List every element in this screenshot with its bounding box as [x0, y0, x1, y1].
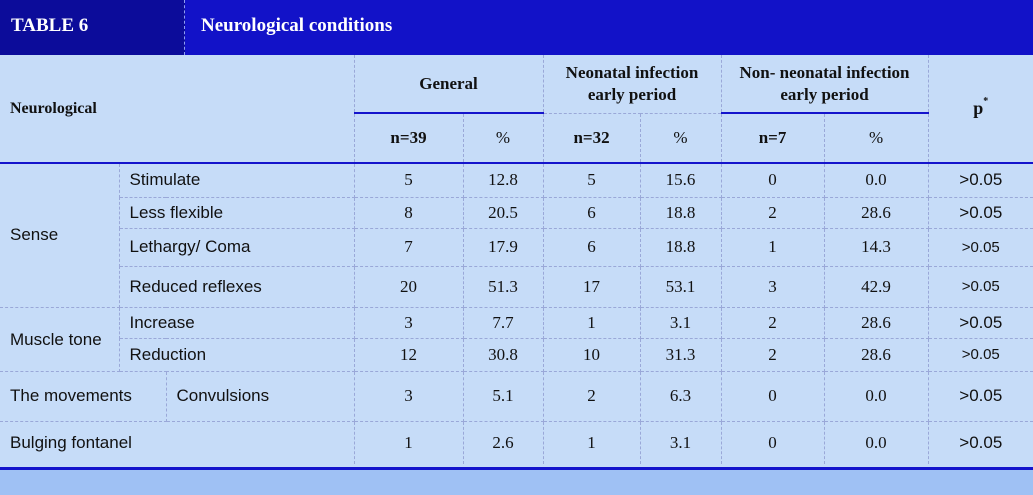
general-n: 12: [354, 338, 464, 372]
neurological-conditions-table: Neurological General Neonatal infection …: [0, 55, 1033, 464]
row-header: Neurological: [0, 55, 355, 164]
neonatal-pct: 53.1: [640, 266, 722, 308]
general-n: 3: [354, 371, 464, 422]
col-header-non-neonatal: Non- neonatal infection early period: [721, 55, 929, 114]
neonatal-pct: 18.8: [640, 228, 722, 267]
table-row: Muscle tone Increase 3 7.7 1 3.1 2 28.6 …: [0, 307, 1033, 372]
general-pct: 12.8: [463, 163, 544, 198]
general-n: 5: [354, 163, 464, 198]
neonatal-n: 2: [543, 371, 641, 422]
table-row: Lethargy/ Coma 7 17.9 6 18.8 1 14.3 >0.0…: [0, 228, 1033, 267]
general-pct: 2.6: [463, 421, 544, 464]
p-value: >0.05: [928, 266, 1033, 308]
neonatal-n: 6: [543, 228, 641, 267]
header-row-1: Neurological General Neonatal infection …: [0, 55, 1033, 164]
table-row: Bulging fontanel 1 2.6 1 3.1 0 0.0 >0.05: [0, 421, 1033, 464]
neonatal-n: 10: [543, 338, 641, 372]
general-pct: 17.9: [463, 228, 544, 267]
general-n: 20: [354, 266, 464, 308]
general-pct: 30.8: [463, 338, 544, 372]
row-label: Less flexible: [119, 197, 355, 229]
row-label: Stimulate: [119, 163, 355, 198]
table-row: Sense Stimulate 5 12.8 5 15.6 0 0.0 >0.0…: [0, 163, 1033, 308]
neonatal-pct: 31.3: [640, 338, 722, 372]
p-value: >0.05: [928, 307, 1033, 339]
table-title: Neurological conditions: [201, 15, 393, 36]
neonatal-pct: 3.1: [640, 421, 722, 464]
neonatal-n: 5: [543, 163, 641, 198]
group-label-fontanel: Bulging fontanel: [0, 421, 355, 464]
non-neonatal-pct: 0.0: [824, 371, 929, 422]
col-header-neonatal-n: n=32: [543, 113, 641, 164]
neonatal-pct: 15.6: [640, 163, 722, 198]
p-value: >0.05: [959, 432, 1003, 452]
col-header-general: General: [354, 55, 544, 114]
non-neonatal-pct: 28.6: [824, 197, 929, 229]
non-neonatal-pct: 0.0: [824, 421, 929, 464]
non-neonatal-n: 1: [721, 228, 825, 267]
neonatal-pct: 3.1: [640, 307, 722, 339]
non-neonatal-pct: 14.3: [824, 228, 929, 267]
col-header-p: p*: [928, 55, 1033, 164]
neonatal-n: 1: [543, 421, 641, 464]
p-value: >0.05: [928, 338, 1033, 372]
non-neonatal-pct: 28.6: [824, 338, 929, 372]
col-header-non-neonatal-n: n=7: [721, 113, 825, 164]
group-label-movements: The movements: [0, 371, 167, 422]
general-n: 3: [354, 307, 464, 339]
neonatal-n: 17: [543, 266, 641, 308]
neonatal-n: 1: [543, 307, 641, 339]
neonatal-pct: 6.3: [640, 371, 722, 422]
general-pct: 51.3: [463, 266, 544, 308]
table-row: Reduction 12 30.8 10 31.3 2 28.6 >0.05: [0, 338, 1033, 372]
general-pct: 20.5: [463, 197, 544, 229]
table-row: Less flexible 8 20.5 6 18.8 2 28.6 >0.05: [0, 197, 1033, 229]
col-header-neonatal: Neonatal infection early period: [543, 55, 722, 114]
neonatal-n: 6: [543, 197, 641, 229]
non-neonatal-n: 2: [721, 338, 825, 372]
p-value: >0.05: [928, 371, 1033, 422]
table-title-bar: TABLE 6 Neurological conditions: [0, 0, 1033, 55]
neonatal-pct: 18.8: [640, 197, 722, 229]
non-neonatal-n: 2: [721, 307, 825, 339]
non-neonatal-n: 2: [721, 197, 825, 229]
row-label: Reduced reflexes: [119, 266, 355, 308]
general-pct: 5.1: [463, 371, 544, 422]
row-label: Increase: [119, 307, 355, 339]
row-label: Lethargy/ Coma: [119, 228, 355, 267]
p-value: >0.05: [928, 197, 1033, 229]
p-superscript: *: [983, 96, 989, 107]
row-label: Convulsions: [166, 371, 355, 422]
row-label: Reduction: [119, 338, 355, 372]
table-label: TABLE 6: [11, 15, 89, 36]
non-neonatal-pct: 28.6: [824, 307, 929, 339]
non-neonatal-n: 0: [721, 421, 825, 464]
non-neonatal-n: 0: [721, 371, 825, 422]
non-neonatal-n: 3: [721, 266, 825, 308]
col-header-general-pct: %: [463, 113, 544, 164]
general-n: 8: [354, 197, 464, 229]
group-label-sense: Sense: [0, 163, 120, 308]
non-neonatal-pct: 0.0: [824, 163, 929, 198]
non-neonatal-pct: 42.9: [824, 266, 929, 308]
non-neonatal-n: 0: [721, 163, 825, 198]
general-pct: 7.7: [463, 307, 544, 339]
col-header-neonatal-pct: %: [640, 113, 722, 164]
col-header-non-neonatal-pct: %: [824, 113, 929, 164]
general-n: 1: [354, 421, 464, 464]
col-header-general-n: n=39: [354, 113, 464, 164]
p-label: p: [973, 98, 984, 118]
p-value: >0.05: [928, 228, 1033, 267]
group-label-muscle-tone: Muscle tone: [0, 307, 120, 372]
header-row-2: n=39 % n=32 % n=7 %: [0, 113, 1033, 164]
table-label-box: TABLE 6: [0, 0, 185, 55]
p-value: >0.05: [928, 163, 1033, 198]
table-row: Reduced reflexes 20 51.3 17 53.1 3 42.9 …: [0, 266, 1033, 308]
general-n: 7: [354, 228, 464, 267]
table-footer-band: [0, 467, 1033, 495]
table-row: The movements Convulsions 3 5.1 2 6.3 0 …: [0, 371, 1033, 422]
